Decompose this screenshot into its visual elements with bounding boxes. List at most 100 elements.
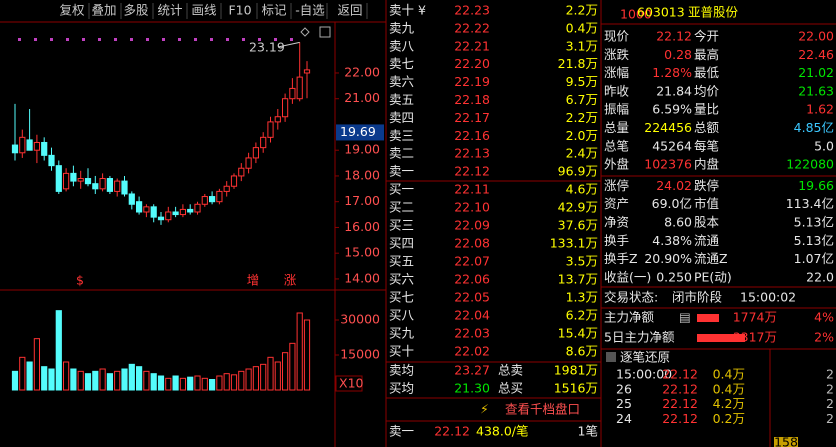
book-volume: 133.1万	[550, 236, 598, 251]
flow-amount: 3317万	[733, 330, 777, 345]
quote-value: 5.13亿	[794, 233, 834, 248]
footer-label: 卖一	[389, 424, 414, 439]
volume-bar	[223, 373, 230, 391]
candle-body	[150, 206, 157, 218]
toolbar-button[interactable]: 画线	[191, 3, 217, 18]
volume-bar	[303, 319, 311, 391]
book-price: 22.10	[454, 200, 490, 215]
book-price: 22.13	[454, 146, 490, 161]
quote-value: 22.00	[798, 29, 834, 44]
volume-bar	[19, 356, 26, 391]
book-label: 卖十 ¥	[389, 3, 426, 18]
marker-dot	[290, 38, 293, 41]
tick-price: 22.12	[662, 367, 698, 382]
book-price: 22.07	[454, 254, 490, 269]
candle-body	[41, 141, 48, 156]
depth-button[interactable]: 查看千档盘口	[505, 402, 580, 417]
quote-label: 换手Z	[604, 251, 638, 266]
toolbar-button[interactable]: 复权	[59, 3, 85, 18]
quote-label: 市值	[694, 196, 719, 211]
quote-value: 21.02	[798, 65, 834, 80]
toolbar-button[interactable]: F10	[228, 3, 251, 18]
tick-count: 2	[826, 381, 834, 396]
toolbar-button[interactable]: 多股	[123, 3, 149, 18]
quote-value: 0.28	[664, 47, 692, 62]
quote-label: 最高	[694, 47, 719, 62]
book-label: 卖三	[389, 128, 414, 143]
volume-bar	[252, 366, 260, 391]
volume-bar	[33, 338, 40, 391]
high-label: 23.19	[249, 40, 285, 55]
quote-value: 45264	[652, 138, 692, 153]
candle-body	[260, 136, 267, 149]
book-price: 22.06	[454, 272, 490, 287]
book-volume: 0.4万	[566, 20, 598, 35]
tick-volume: 0.2万	[713, 411, 745, 426]
book-label: 买十	[389, 344, 414, 359]
badge-label: 158	[774, 435, 798, 447]
quote-value: 1.07亿	[794, 251, 834, 266]
quote-label: 跌停	[694, 178, 719, 193]
toolbar-button[interactable]: 叠加	[91, 3, 116, 18]
candle-body	[106, 178, 114, 192]
quote-label: 外盘	[604, 157, 629, 172]
candle-body	[201, 196, 208, 205]
candle-body	[209, 196, 216, 203]
volume-bar	[282, 352, 289, 391]
quote-label: 涨跌	[604, 47, 630, 62]
volume-bar	[70, 368, 77, 391]
toolbar-button[interactable]: 统计	[157, 3, 182, 18]
quote-label: 振幅	[604, 102, 629, 117]
signal-label: 增	[247, 273, 260, 288]
diamond-icon[interactable]	[300, 27, 310, 37]
book-volume: 6.7万	[566, 92, 598, 107]
quote-label: 昨收	[604, 83, 630, 98]
toolbar-button[interactable]: -自选	[295, 3, 325, 18]
candle-body	[296, 76, 303, 100]
quote-label: 换手	[604, 233, 629, 248]
book-price: 22.19	[454, 74, 490, 89]
quote-value: 22.0	[806, 269, 834, 284]
quote-label: 涨幅	[604, 65, 629, 80]
candle-body	[303, 69, 311, 74]
quote-label: 总笔	[604, 138, 629, 153]
volume-bar	[267, 356, 274, 391]
status-time: 15:00:02	[740, 290, 796, 305]
marker-dot	[50, 38, 53, 41]
candle-body	[114, 180, 121, 192]
book-volume: 96.9万	[558, 164, 598, 179]
book-label: 买六	[389, 272, 414, 287]
quote-value: 122080	[786, 157, 834, 172]
volume-bar	[179, 377, 187, 391]
candle-body	[77, 178, 84, 182]
volume-bar	[114, 370, 121, 391]
book-label: 卖一	[389, 164, 414, 179]
tick-price: 22.12	[662, 411, 698, 426]
book-price: 22.20	[454, 56, 490, 71]
quote-value: 20.90%	[644, 251, 692, 266]
total-value: 1981万	[554, 363, 598, 378]
collapse-icon[interactable]	[606, 352, 616, 362]
volume-bar	[48, 368, 55, 391]
window-icon[interactable]	[319, 26, 331, 38]
toolbar-button[interactable]: 标记	[261, 3, 287, 18]
book-volume: 15.4万	[558, 326, 598, 341]
ticks-title[interactable]: 逐笔还原	[620, 350, 670, 365]
quote-label: 涨停	[604, 178, 629, 193]
flow-pct: 2%	[814, 330, 834, 345]
tick-price: 22.12	[662, 381, 698, 396]
toolbar-button[interactable]: 返回	[337, 3, 362, 18]
candle-body	[245, 157, 252, 169]
stock-code: 603013	[637, 5, 685, 20]
tick-volume: 0.4万	[713, 367, 745, 382]
quote-label: 量比	[694, 102, 719, 117]
marker-dot	[130, 38, 133, 41]
candle-body	[26, 139, 33, 151]
book-price: 22.16	[454, 128, 490, 143]
volume-bar	[41, 366, 48, 391]
candle-body	[92, 183, 99, 190]
candle-body	[216, 190, 223, 203]
y-tick-label: 18.00	[344, 167, 380, 182]
candle-body	[289, 87, 296, 100]
